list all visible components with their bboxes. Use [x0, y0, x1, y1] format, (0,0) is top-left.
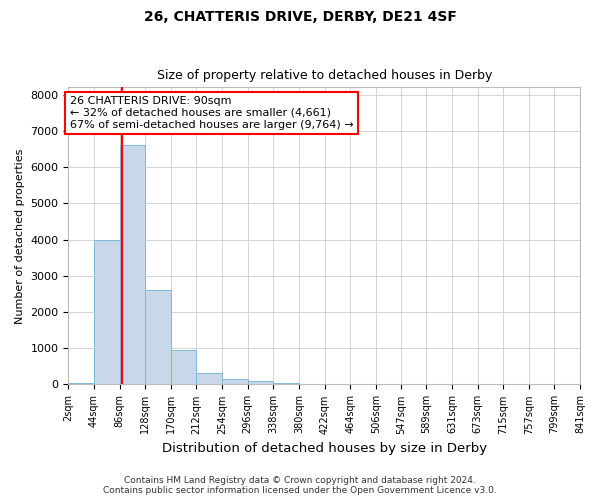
Bar: [248, 381, 273, 384]
Y-axis label: Number of detached properties: Number of detached properties: [15, 148, 25, 324]
Bar: [222, 380, 248, 384]
X-axis label: Distribution of detached houses by size in Derby: Distribution of detached houses by size …: [161, 442, 487, 455]
Text: 26, CHATTERIS DRIVE, DERBY, DE21 4SF: 26, CHATTERIS DRIVE, DERBY, DE21 4SF: [143, 10, 457, 24]
Title: Size of property relative to detached houses in Derby: Size of property relative to detached ho…: [157, 69, 492, 82]
Bar: [68, 382, 94, 384]
Bar: [171, 350, 196, 384]
Bar: [94, 240, 119, 384]
Text: Contains HM Land Registry data © Crown copyright and database right 2024.
Contai: Contains HM Land Registry data © Crown c…: [103, 476, 497, 495]
Bar: [145, 290, 171, 384]
Text: 26 CHATTERIS DRIVE: 90sqm
← 32% of detached houses are smaller (4,661)
67% of se: 26 CHATTERIS DRIVE: 90sqm ← 32% of detac…: [70, 96, 353, 130]
Bar: [119, 144, 145, 384]
Bar: [196, 373, 222, 384]
Bar: [273, 382, 299, 384]
